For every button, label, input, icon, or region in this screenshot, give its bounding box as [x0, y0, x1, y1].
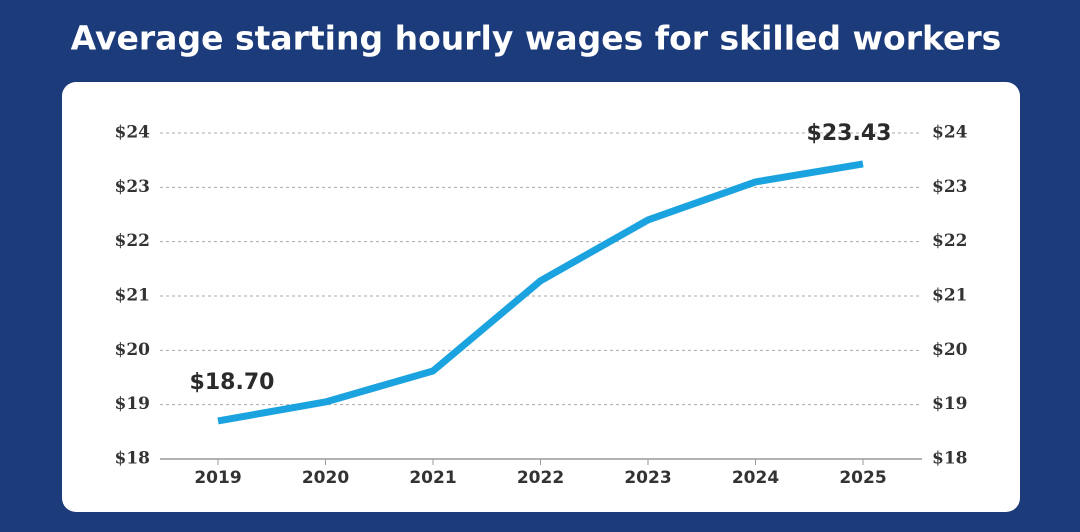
x-tick-label: 2021 [409, 468, 456, 488]
value-label: $18.70 [190, 370, 275, 395]
y-tick-label: $19 [115, 394, 151, 414]
y-tick-label: $24 [115, 123, 151, 143]
x-tick-label: 2019 [194, 468, 241, 488]
x-tick-label: 2023 [624, 468, 671, 488]
x-tick-label: 2022 [517, 468, 564, 488]
line [217, 160, 864, 425]
x-tick-label: 2024 [732, 468, 779, 488]
y-tick-label: $23 [115, 177, 151, 197]
x-tick-label: 2025 [839, 468, 886, 488]
y-tick-label: $22 [115, 231, 151, 251]
x-tick-label: 2020 [302, 468, 349, 488]
y2-tick-label: $23 [932, 177, 968, 197]
chart-card [62, 82, 1020, 512]
y2-tick-label: $21 [932, 286, 968, 306]
y-tick-label: $21 [115, 286, 151, 306]
y2-tick-label: $18 [932, 449, 968, 469]
y-tick-label: $20 [115, 340, 151, 360]
chart-title: Average starting hourly wages for skille… [71, 19, 1002, 58]
y2-tick-label: $24 [932, 123, 968, 143]
y-tick-label: $18 [115, 449, 151, 469]
y2-tick-label: $20 [932, 340, 968, 360]
y2-tick-label: $22 [932, 231, 968, 251]
value-label: $23.43 [807, 121, 892, 146]
y2-tick-label: $19 [932, 394, 968, 414]
